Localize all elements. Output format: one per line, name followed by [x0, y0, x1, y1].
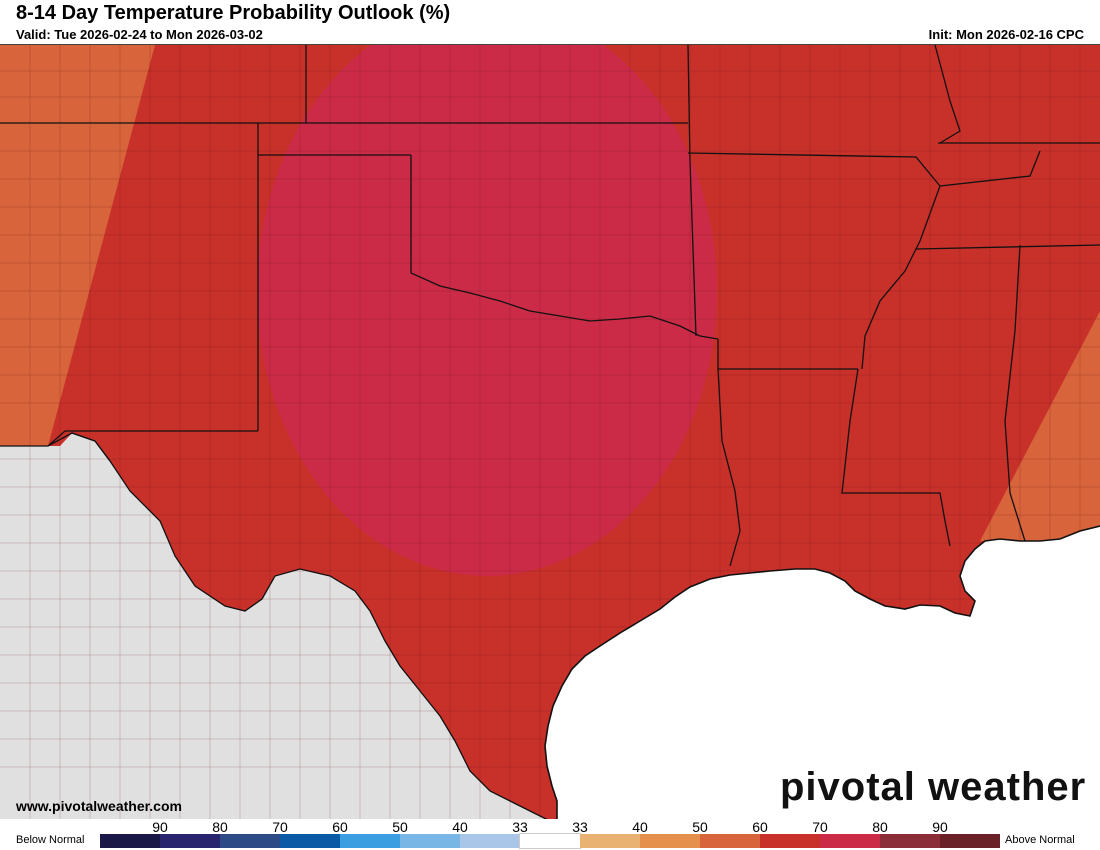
area-60-percent-east — [980, 311, 1100, 541]
website-url[interactable]: www.pivotalweather.com — [16, 798, 182, 814]
legend-below-label: Below Normal — [16, 834, 85, 846]
valid-period: Valid: Tue 2026-02-24 to Mon 2026-03-02 — [16, 27, 263, 42]
mexico-no-data — [0, 433, 548, 820]
legend-tick-label: 80 — [872, 819, 888, 835]
legend-tick-label: 33 — [572, 819, 588, 835]
legend-swatch — [220, 834, 280, 848]
legend-swatch — [700, 834, 760, 848]
legend-swatch — [880, 834, 940, 848]
legend-swatch — [100, 834, 160, 848]
legend-tick-label: 50 — [692, 819, 708, 835]
legend-tick-label: 70 — [272, 819, 288, 835]
legend-tick-label: 60 — [332, 819, 348, 835]
map-svg — [0, 45, 1100, 820]
legend-swatch — [400, 834, 460, 848]
legend-tick-label: 50 — [392, 819, 408, 835]
header: 8-14 Day Temperature Probability Outlook… — [0, 0, 1100, 44]
legend: Below Normal Above Normal 90 80 70 60 50 40 33… — [0, 819, 1100, 850]
legend-tick-label: 40 — [452, 819, 468, 835]
legend-tick-label: 33 — [512, 819, 528, 835]
legend-swatch — [340, 834, 400, 848]
legend-swatch — [580, 834, 640, 848]
legend-swatch — [460, 834, 520, 848]
legend-tick-label: 60 — [752, 819, 768, 835]
legend-tick-label: 90 — [152, 819, 168, 835]
legend-tick-label: 70 — [812, 819, 828, 835]
legend-swatch — [640, 834, 700, 848]
legend-above-label: Above Normal — [1005, 834, 1075, 846]
page-title: 8-14 Day Temperature Probability Outlook… — [16, 2, 451, 24]
rio-grande-border — [71, 432, 549, 820]
legend-tick-label: 80 — [212, 819, 228, 835]
legend-swatch — [940, 834, 1000, 848]
state-borders — [0, 45, 1100, 567]
county-lines — [0, 45, 1100, 820]
legend-swatch — [820, 834, 880, 848]
legend-swatch — [519, 833, 581, 849]
legend-tick-label: 40 — [632, 819, 648, 835]
gulf-coastline — [544, 525, 1100, 820]
brand-logo: pivotal weather — [780, 765, 1087, 809]
legend-swatch — [160, 834, 220, 848]
init-time: Init: Mon 2026-02-16 CPC — [928, 27, 1084, 42]
area-60-percent-west — [0, 45, 155, 446]
map[interactable] — [0, 44, 1100, 820]
legend-swatch — [280, 834, 340, 848]
legend-tick-label: 90 — [932, 819, 948, 835]
legend-swatch — [760, 834, 820, 848]
land-layer — [0, 45, 1100, 820]
